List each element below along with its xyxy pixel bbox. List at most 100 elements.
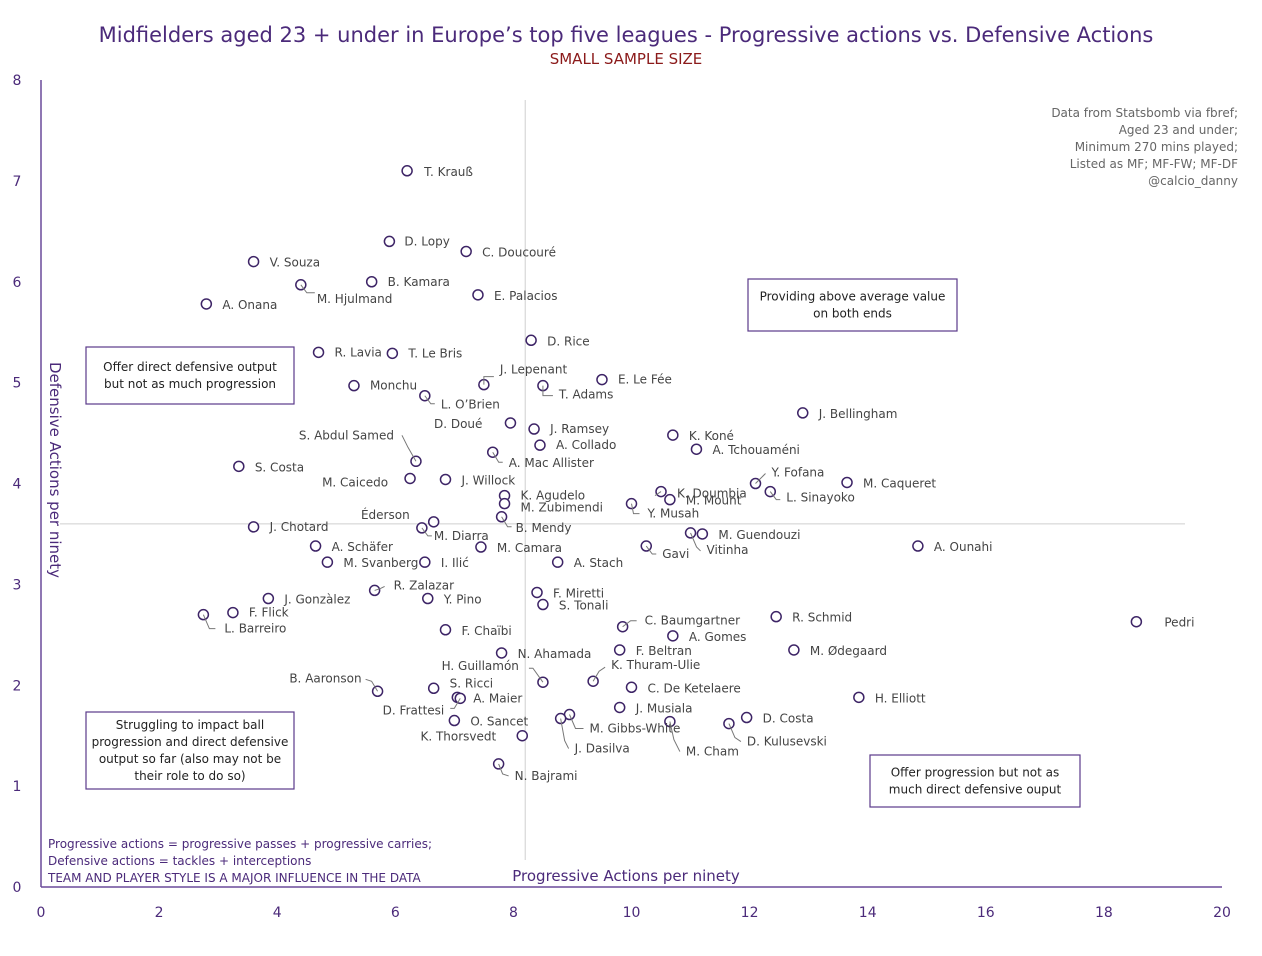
data-point [404, 472, 416, 485]
point-label: L. Sinayoko [786, 491, 855, 505]
data-point [696, 528, 709, 540]
point-label: V. Souza [270, 256, 321, 270]
point-label: J. Willock [460, 473, 515, 487]
label-leader-line [755, 473, 766, 484]
data-point [596, 373, 608, 386]
point-label: S. Abdul Samed [299, 428, 394, 442]
point-label: A. Collado [556, 438, 616, 452]
data-point [233, 460, 245, 473]
point-label: Y. Musah [647, 507, 700, 521]
label-leader-line [542, 385, 553, 397]
data-point [551, 556, 564, 568]
data-point [439, 473, 452, 486]
source-note-line: @calcio_danny [1148, 174, 1238, 188]
point-label: J. Chotard [269, 520, 329, 534]
footnote-line: Progressive actions = progressive passes… [48, 837, 432, 851]
data-point [460, 245, 472, 258]
data-point [495, 647, 508, 659]
x-tick-label: 0 [37, 905, 46, 921]
y-tick-label: 7 [13, 174, 22, 190]
x-tick-label: 6 [391, 905, 400, 921]
point-label: H. Guillamón [442, 659, 519, 673]
point-label: D. Lopy [404, 234, 449, 248]
point-label: S. Tonali [559, 599, 609, 613]
y-tick-label: 2 [13, 678, 22, 694]
point-label: J. Musiala [635, 701, 693, 715]
footnote-line: Defensive actions = tackles + intercepti… [48, 854, 311, 868]
data-point [427, 682, 440, 695]
point-label: E. Palacios [494, 289, 557, 303]
quadrant-note-line: output so far (also may not be [99, 752, 281, 766]
quadrant-note-line: on both ends [813, 307, 892, 321]
label-leader-line [424, 395, 435, 405]
point-label: A. Stach [574, 556, 624, 570]
point-label: F. Miretti [553, 586, 604, 600]
point-label: N. Ahamada [518, 647, 592, 661]
source-note-line: Aged 23 and under; [1119, 123, 1238, 137]
label-leader-line [622, 620, 637, 628]
point-label: B. Aaronson [289, 671, 361, 685]
point-label: K. Doumbia [677, 487, 747, 501]
point-label: I. Ilić [441, 556, 469, 570]
point-label: T. Adams [558, 388, 613, 402]
data-point [348, 379, 360, 392]
x-tick-label: 14 [859, 905, 877, 921]
point-label: M. Cham [686, 745, 739, 759]
data-point [537, 598, 549, 611]
footnotes: Progressive actions = progressive passes… [47, 837, 432, 885]
label-leader-line [569, 714, 584, 730]
x-axis-label: Progressive Actions per ninety [512, 867, 740, 885]
point-label: S. Costa [255, 460, 304, 474]
data-point [912, 540, 924, 552]
data-point [247, 521, 260, 533]
quadrant-notes: Providing above average value on both end… [85, 278, 1081, 808]
data-point [534, 439, 546, 451]
label-leader-line [528, 667, 544, 683]
data-point [525, 334, 537, 347]
point-label: J. Ramsey [549, 422, 609, 436]
x-tick-labels: 0 2 4 6 8 10 12 14 16 18 20 [37, 905, 1231, 921]
x-tick-label: 20 [1213, 905, 1231, 921]
point-label: H. Elliott [875, 691, 926, 705]
point-label: R. Lavia [335, 345, 382, 359]
point-label: M. Hjulmand [317, 292, 393, 306]
source-note-line: Minimum 270 mins played; [1075, 140, 1238, 154]
quadrant-note-line: Providing above average value [760, 290, 946, 304]
label-leader-line [560, 718, 570, 749]
point-label: F. Chaïbi [461, 624, 511, 638]
point-label: K. Thuram-Ulie [611, 658, 700, 672]
data-point [309, 540, 322, 552]
data-point [427, 516, 440, 528]
point-label: M. Caicedo [322, 475, 388, 489]
point-label: R. Zalazar [394, 578, 454, 592]
point-label: D. Kulusevski [747, 735, 827, 749]
point-label: F. Flick [249, 606, 289, 620]
x-tick-label: 8 [509, 905, 518, 921]
y-tick-label: 5 [13, 376, 22, 392]
label-leader-line [669, 721, 681, 752]
data-point [667, 429, 679, 441]
point-label: E. Le Fée [618, 373, 672, 387]
y-tick-label: 4 [13, 477, 22, 493]
quadrant-note-line: Offer progression but not as [891, 766, 1060, 780]
data-point [625, 681, 638, 694]
label-leader-line [202, 614, 216, 630]
data-point [770, 610, 782, 623]
data-point [788, 644, 800, 656]
data-point [383, 235, 396, 248]
point-label: F. Beltran [636, 644, 692, 658]
data-point [247, 255, 260, 268]
quadrant-note-line: Struggling to impact ball [116, 718, 264, 732]
quadrant-note-line: Offer direct defensive output [103, 360, 277, 374]
label-leader-line [421, 527, 432, 537]
point-label: J. Lepenant [499, 363, 568, 377]
label-leader-line [690, 532, 701, 552]
y-axis-label: Defensive Actions per ninety [46, 362, 64, 578]
point-label: M. Zubimendi [521, 501, 603, 515]
data-point [664, 493, 676, 506]
point-label: C. Baumgartner [645, 614, 740, 628]
label-leader-line [300, 284, 315, 294]
point-labels: T. Krauß D. Lopy C. Doucouré V. Souza B. Kam… [202, 165, 1194, 783]
point-label: M. Diarra [434, 529, 489, 543]
